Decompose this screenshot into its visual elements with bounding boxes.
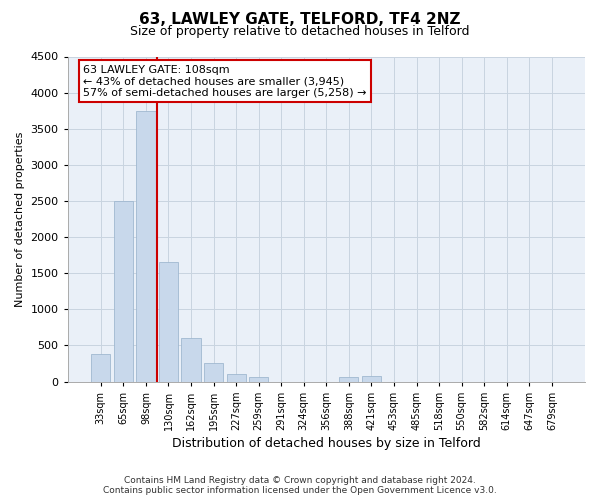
Bar <box>227 374 246 382</box>
Text: Contains HM Land Registry data © Crown copyright and database right 2024.
Contai: Contains HM Land Registry data © Crown c… <box>103 476 497 495</box>
Text: 63 LAWLEY GATE: 108sqm
← 43% of detached houses are smaller (3,945)
57% of semi-: 63 LAWLEY GATE: 108sqm ← 43% of detached… <box>83 64 367 98</box>
Bar <box>181 338 200 382</box>
Y-axis label: Number of detached properties: Number of detached properties <box>15 132 25 306</box>
Bar <box>114 201 133 382</box>
Bar <box>136 110 155 382</box>
Text: 63, LAWLEY GATE, TELFORD, TF4 2NZ: 63, LAWLEY GATE, TELFORD, TF4 2NZ <box>139 12 461 28</box>
Bar <box>91 354 110 382</box>
Bar <box>204 364 223 382</box>
Text: Size of property relative to detached houses in Telford: Size of property relative to detached ho… <box>130 25 470 38</box>
Bar <box>362 376 381 382</box>
Bar <box>249 377 268 382</box>
X-axis label: Distribution of detached houses by size in Telford: Distribution of detached houses by size … <box>172 437 481 450</box>
Bar <box>159 262 178 382</box>
Bar <box>340 377 358 382</box>
